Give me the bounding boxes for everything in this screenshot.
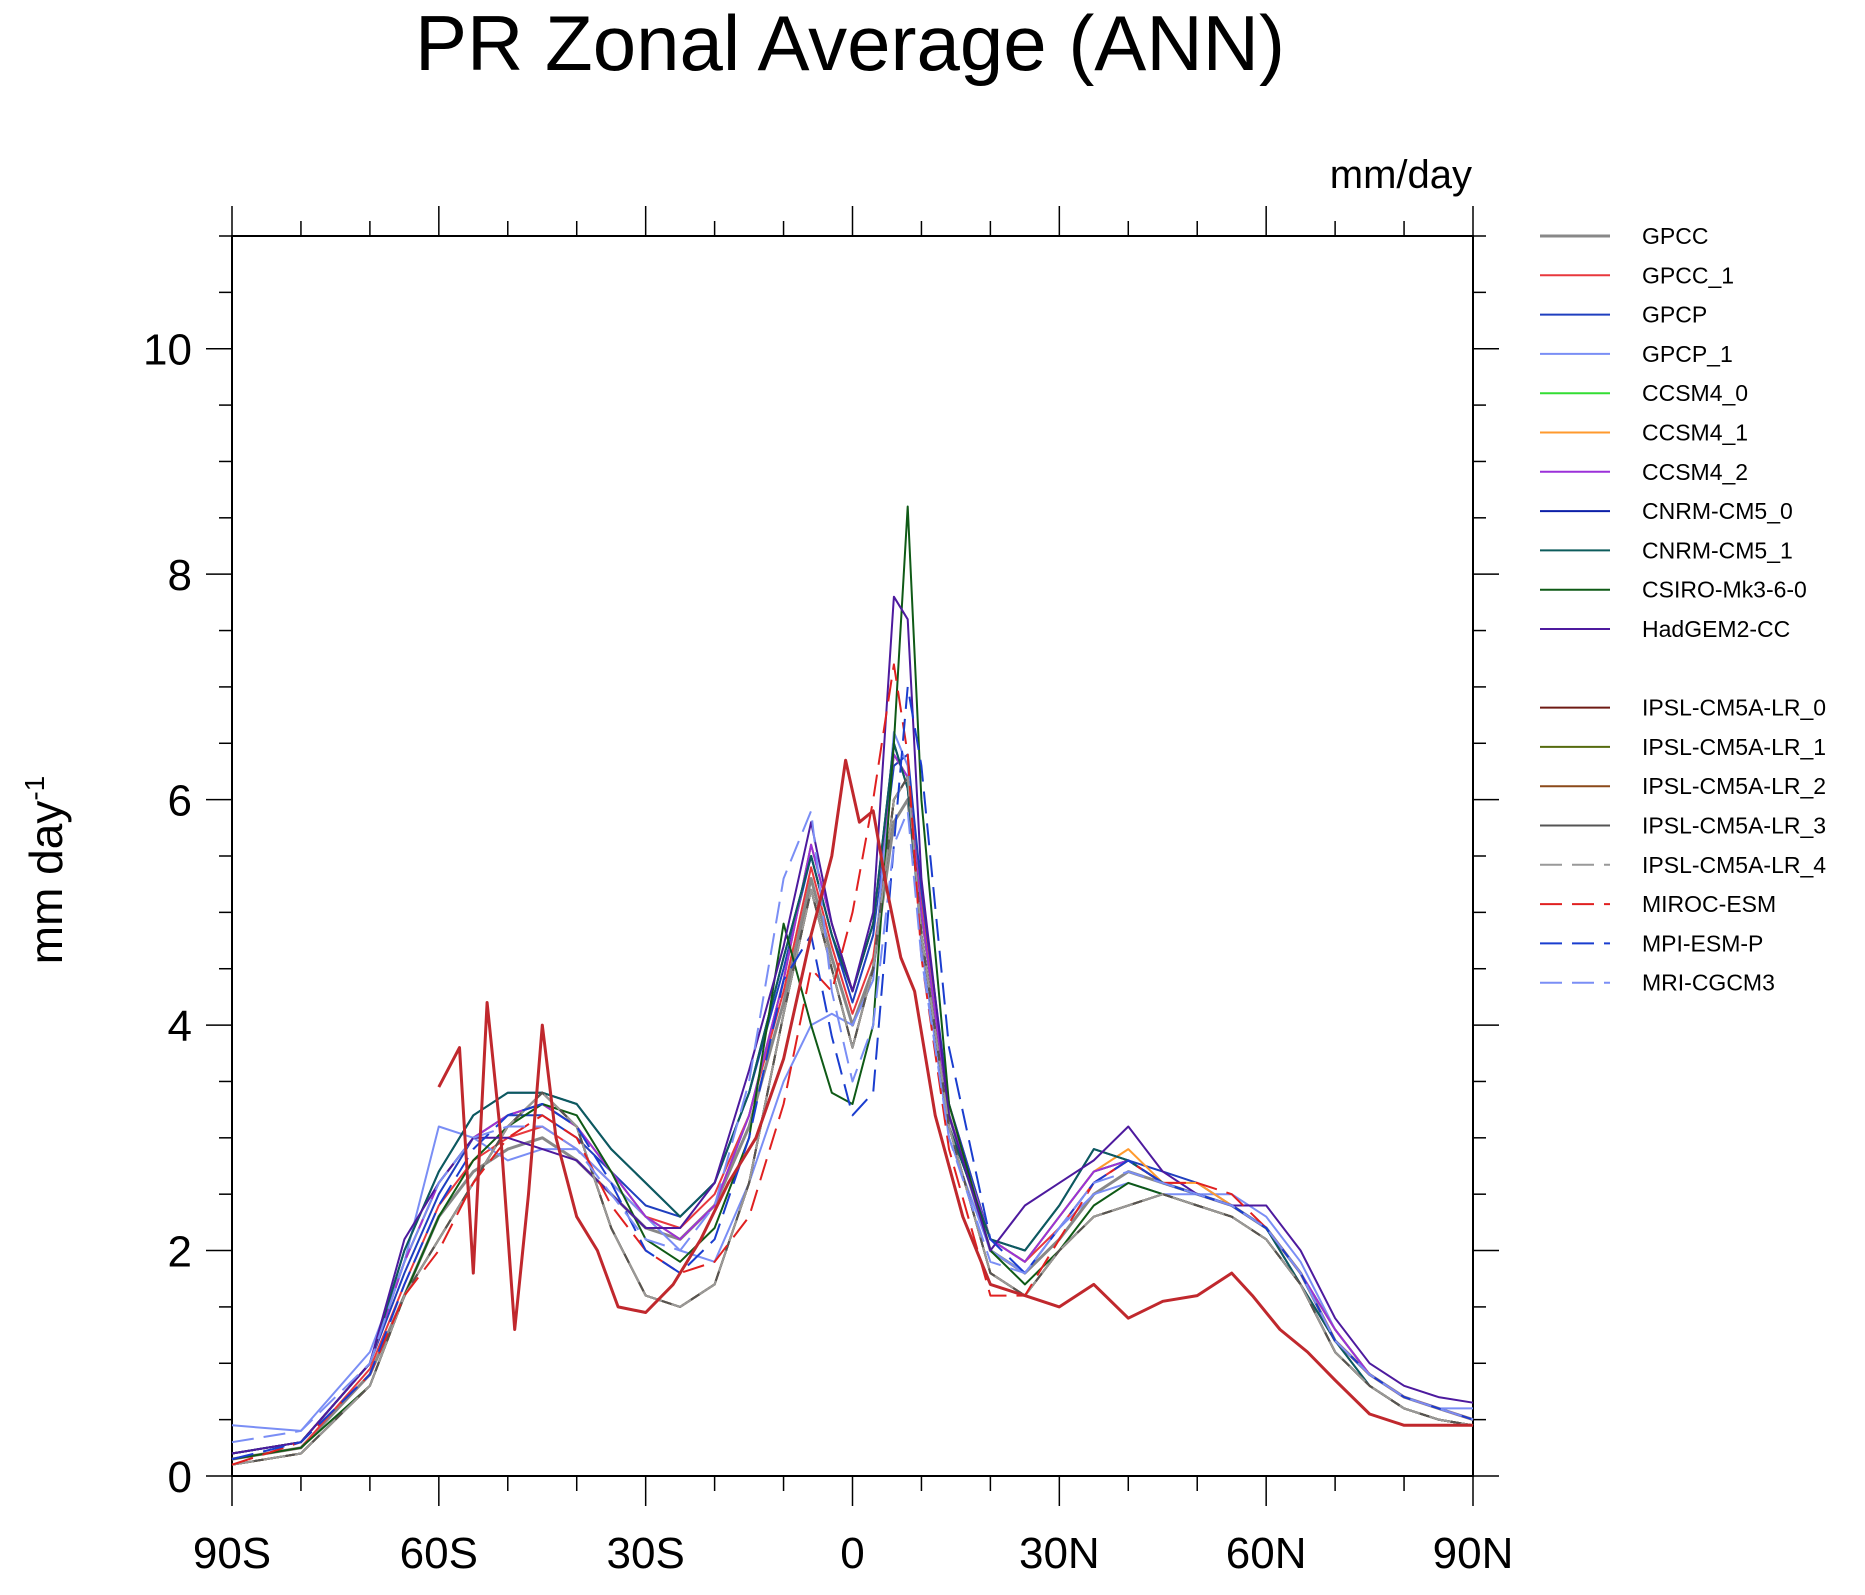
legend-label: HadGEM2-CC bbox=[1642, 616, 1790, 642]
x-tick-label: 90N bbox=[1433, 1529, 1514, 1578]
legend: GPCC GPCC_1 GPCP GPCP_1 CCSM4_0 CCSM4_1 CCSM4_… bbox=[1540, 223, 1826, 996]
units-label: mm/day bbox=[1330, 153, 1472, 197]
axis-tick-labels: 0 2 4 6 8 10 90S 60S 30S 0 30N 60N 90N bbox=[143, 326, 1513, 1578]
legend-label: IPSL-CM5A-LR_4 bbox=[1642, 852, 1826, 878]
legend-label: CNRM-CM5_0 bbox=[1642, 498, 1793, 524]
x-tick-label: 30N bbox=[1019, 1529, 1100, 1578]
series-line-cnrm-cm5-0 bbox=[231, 742, 1474, 1455]
x-tick-label: 30S bbox=[607, 1529, 685, 1578]
legend-label: CCSM4_1 bbox=[1642, 420, 1748, 446]
y-tick-label: 6 bbox=[168, 777, 192, 826]
legend-label: MIROC-ESM bbox=[1642, 891, 1776, 917]
plot-frame bbox=[231, 235, 1474, 1477]
series-line-gpcp-1 bbox=[231, 731, 1473, 1432]
series-line-ipsl-cm5a-lr-3 bbox=[231, 776, 1474, 1466]
series-line-mpi-esm-p bbox=[231, 685, 1474, 1461]
series-line-ipsl-cm5a-lr-2 bbox=[231, 776, 1474, 1466]
y-tick-label: 0 bbox=[168, 1453, 192, 1502]
y-tick-label: 8 bbox=[168, 551, 192, 600]
series-line-ipsl-cm5a-lr-4 bbox=[231, 776, 1474, 1466]
x-tick-label: 0 bbox=[840, 1529, 864, 1578]
x-tick-label: 60S bbox=[400, 1529, 478, 1578]
series-line-mri-cgcm3 bbox=[231, 809, 1474, 1444]
chart-title: PR Zonal Average (ANN) bbox=[415, 0, 1285, 87]
y-tick-label: 10 bbox=[143, 326, 192, 375]
series-lines bbox=[231, 505, 1474, 1466]
series-line-cnrm-cm5-1 bbox=[231, 742, 1474, 1455]
legend-label: GPCP bbox=[1642, 302, 1707, 328]
legend-label: CSIRO-Mk3-6-0 bbox=[1642, 577, 1807, 603]
legend-label: MPI-ESM-P bbox=[1642, 930, 1763, 956]
legend-label: IPSL-CM5A-LR_0 bbox=[1642, 695, 1826, 721]
legend-label: CCSM4_0 bbox=[1642, 380, 1748, 406]
series-line-csiro-mk3-6-0 bbox=[231, 505, 1474, 1461]
series-line-miroc-esm bbox=[231, 663, 1474, 1466]
axis-ticks bbox=[206, 206, 1499, 1506]
legend-label: GPCP_1 bbox=[1642, 341, 1733, 367]
series-line-gpcc bbox=[231, 798, 1474, 1461]
legend-label: IPSL-CM5A-LR_2 bbox=[1642, 773, 1826, 799]
legend-label: MRI-CGCM3 bbox=[1642, 970, 1775, 996]
y-tick-label: 4 bbox=[168, 1002, 192, 1051]
series-line-ipsl-cm5a-lr-1 bbox=[231, 776, 1474, 1466]
series-line-gpcc-1 bbox=[231, 776, 1474, 1461]
y-axis-label-text: mm day bbox=[20, 801, 72, 965]
series-line-hadgem2-cc bbox=[231, 595, 1474, 1455]
svg-text:mm day-1: mm day-1 bbox=[19, 776, 72, 965]
x-tick-label: 90S bbox=[193, 1529, 271, 1578]
legend-label: CNRM-CM5_1 bbox=[1642, 537, 1793, 563]
y-axis-label: mm day-1 bbox=[19, 776, 72, 965]
x-tick-label: 60N bbox=[1226, 1529, 1307, 1578]
series-line-unlabeled bbox=[437, 758, 1473, 1427]
series-line-ipsl-cm5a-lr-0 bbox=[231, 776, 1474, 1466]
legend-label: CCSM4_2 bbox=[1642, 459, 1748, 485]
y-tick-label: 2 bbox=[168, 1228, 192, 1277]
legend-label: GPCC bbox=[1642, 223, 1708, 249]
y-axis-label-sup: -1 bbox=[19, 776, 50, 801]
legend-label: IPSL-CM5A-LR_3 bbox=[1642, 813, 1826, 839]
legend-label: IPSL-CM5A-LR_1 bbox=[1642, 734, 1826, 760]
legend-label: GPCC_1 bbox=[1642, 262, 1734, 288]
